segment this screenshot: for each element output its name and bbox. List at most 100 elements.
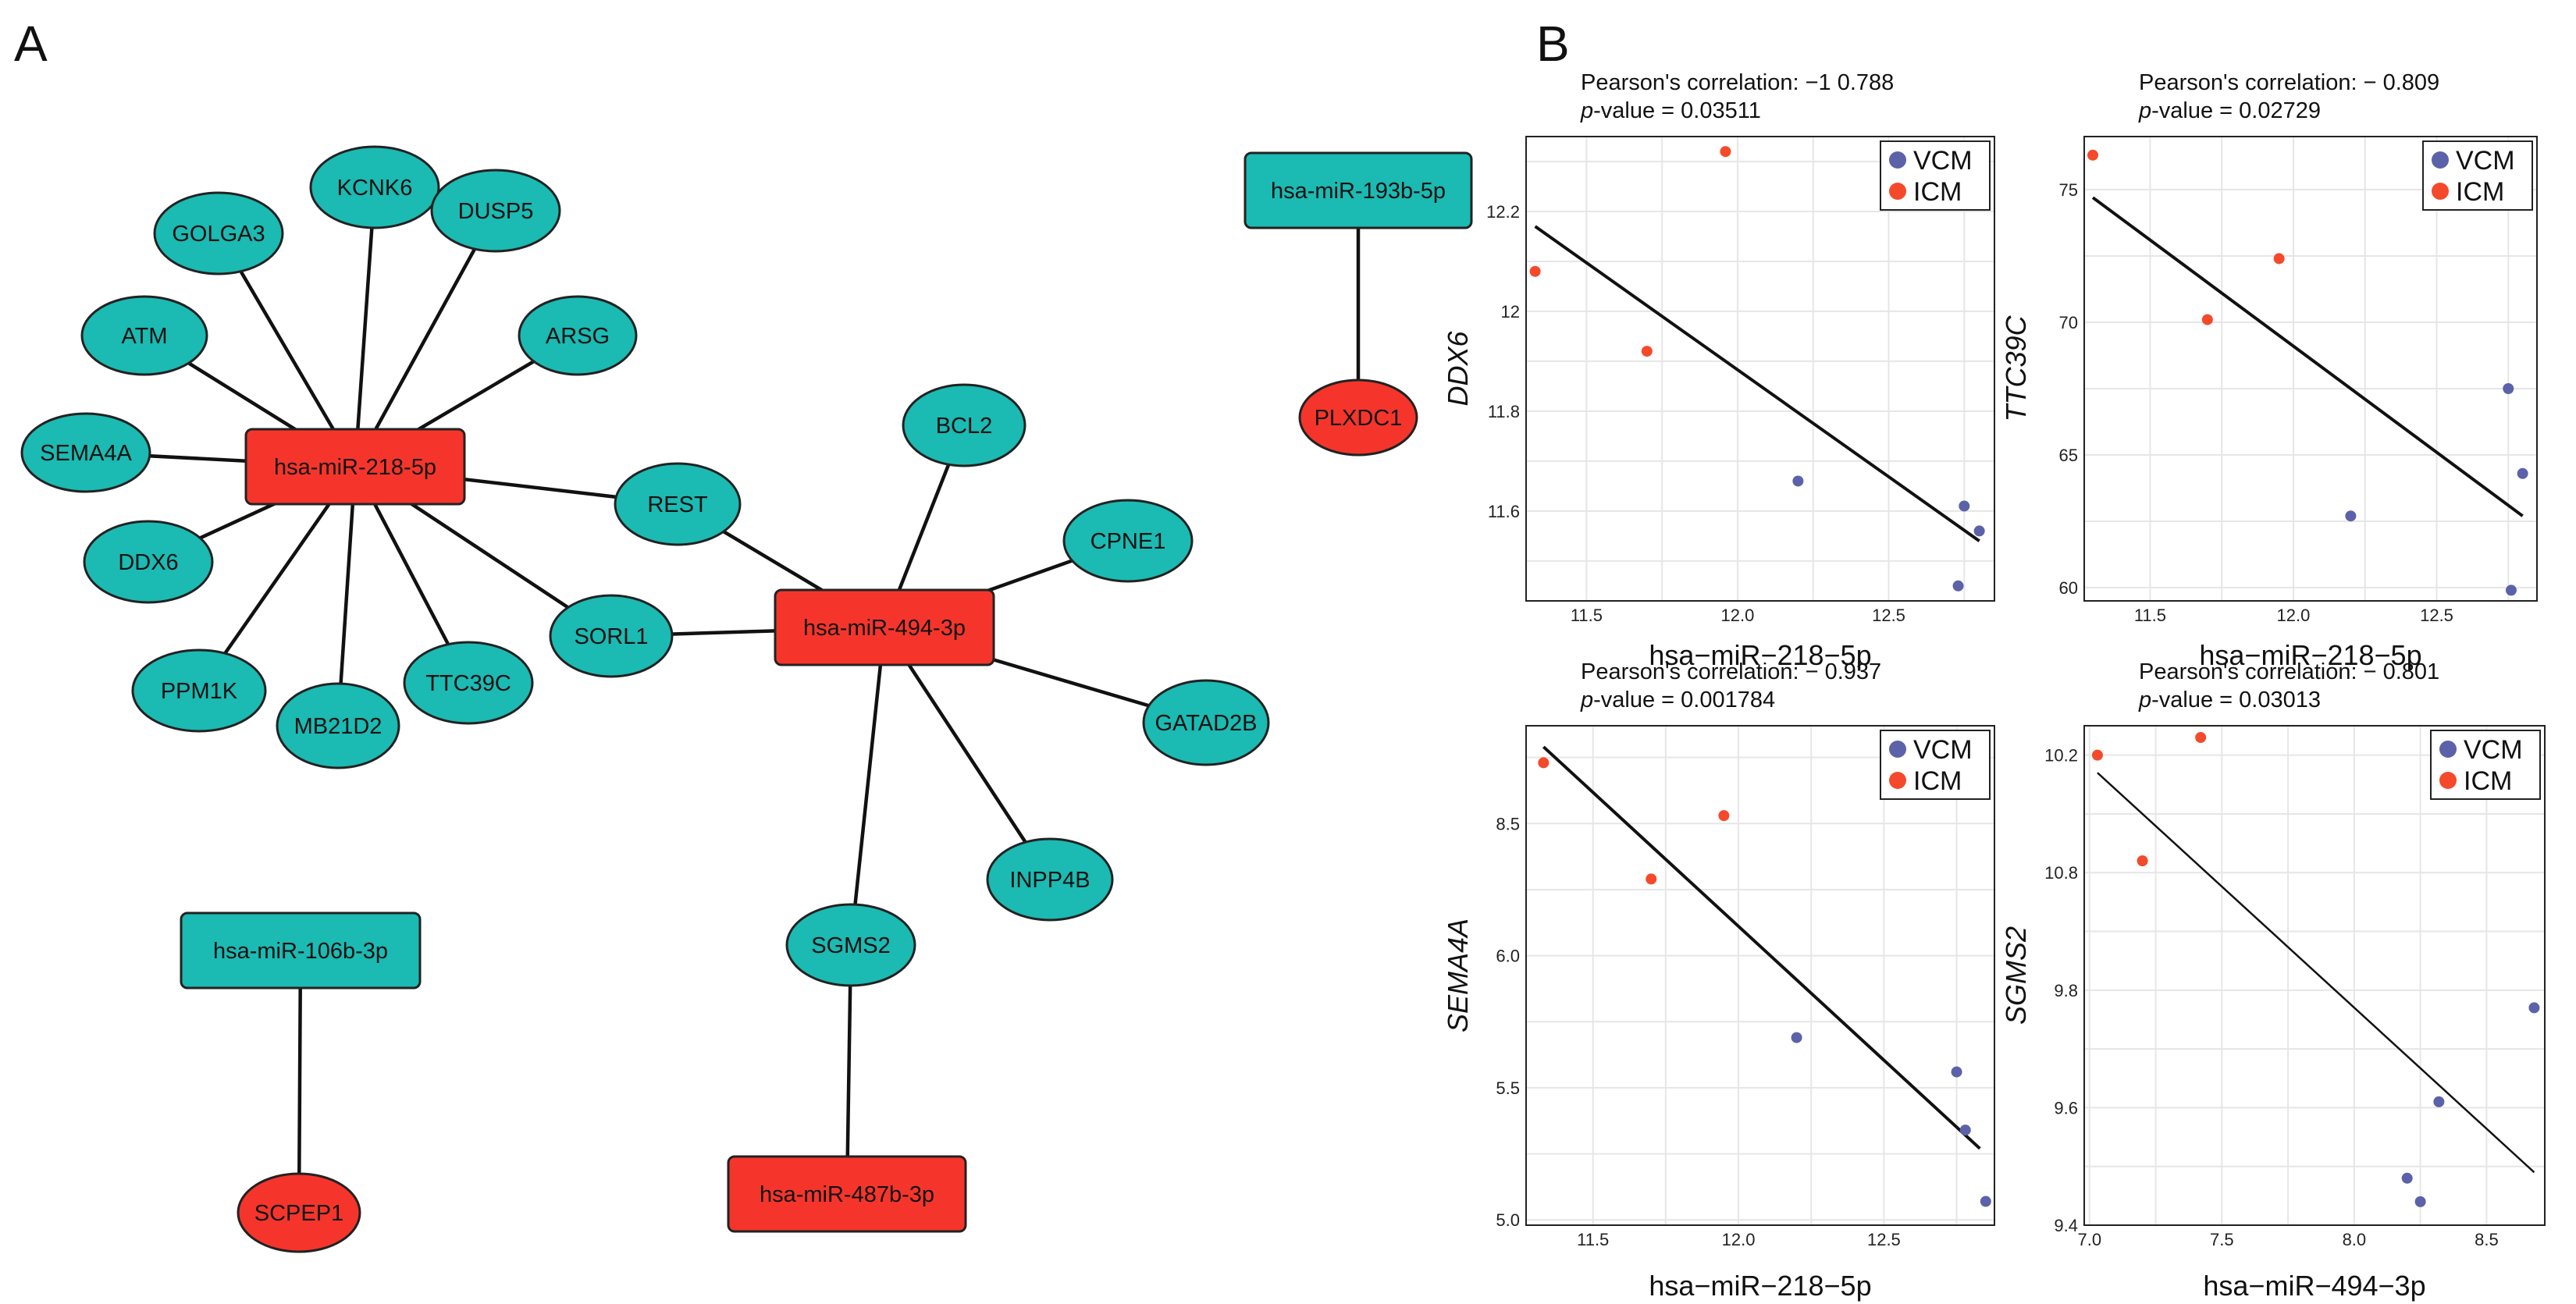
node-golga3[interactable]: GOLGA3 [153,191,284,275]
node-atm[interactable]: ATM [80,295,208,376]
node-shape [83,520,214,604]
edge-mir494-sgms2 [849,627,887,946]
node-label: TTC39C [425,671,511,696]
p-value-stat: p-value = 0.001784 [1580,688,1775,712]
node-mir218[interactable]: hsa-miR-218-5p [244,428,466,506]
node-plxdc1[interactable]: PLXDC1 [1298,378,1418,457]
node-inpp4b[interactable]: INPP4B [986,837,1114,922]
x-tick-label: 11.5 [1571,606,1603,625]
p-value-stat: p-value = 0.03511 [1580,98,1761,123]
node-shape [237,1172,361,1253]
regression-line [1542,745,1981,1150]
node-label: REST [647,492,708,517]
node-mir494[interactable]: hsa-miR-494-3p [774,588,995,666]
legend-label-vcm: VCM [2464,735,2523,765]
p-value-symbol: p [1580,98,1593,123]
scatter-plot-2: Pearson's correlation: − 0.809 p-value = … [2000,70,2538,671]
node-mir487b[interactable]: hsa-miR-487b-3p [727,1155,967,1233]
node-shape [153,191,284,275]
data-point-icm [2091,749,2103,761]
scatter-plot-3: Pearson's correlation: − 0.937 p-value = … [1442,659,1995,1302]
node-rest[interactable]: REST [614,462,742,546]
y-tick-label: 11.8 [1488,402,1520,421]
y-tick-label: 70 [2059,313,2078,332]
p-value-stat: p-value = 0.02729 [2138,98,2321,123]
x-tick-label: 12.5 [1867,1230,1901,1249]
node-ttc39c[interactable]: TTC39C [403,641,534,725]
node-dusp5[interactable]: DUSP5 [430,169,561,253]
node-shape [614,462,742,546]
y-tick-label: 5.0 [1496,1210,1520,1230]
scatter-plot-4: Pearson's correlation: − 0.801 p-value = … [2000,659,2546,1302]
edge-mir106b-scpep1 [297,950,303,1213]
p-value-text: -value = 0.02729 [2151,98,2321,123]
node-mir106b[interactable]: hsa-miR-106b-3p [180,911,422,990]
y-axis-label: DDX6 [1442,331,1474,407]
legend-marker-icm [1889,772,1906,789]
data-point-icm [1529,265,1541,277]
legend-label-vcm: VCM [2456,146,2515,176]
node-kcnk6[interactable]: KCNK6 [309,145,440,229]
data-point-vcm [1952,580,1964,592]
node-sema4a[interactable]: SEMA4A [20,412,151,493]
node-bcl2[interactable]: BCL2 [902,383,1026,467]
y-tick-label: 11.6 [1488,502,1520,521]
node-shape [430,169,561,253]
y-tick-label: 12.2 [1486,202,1520,222]
node-arsg[interactable]: ARSG [518,295,638,376]
p-value-text: -value = 0.03511 [1593,98,1761,123]
node-label: GATAD2B [1155,711,1257,736]
panel-label-b: B [1536,16,1570,72]
y-tick-label: 12 [1501,302,1520,322]
node-label: DUSP5 [458,199,534,224]
x-tick-label: 7.5 [2210,1230,2234,1249]
node-shape [1298,378,1418,457]
data-point-icm [2201,314,2213,325]
node-label: PLXDC1 [1315,406,1403,431]
node-sgms2[interactable]: SGMS2 [785,903,916,987]
node-shape [20,412,151,493]
data-point-icm [1720,146,1731,158]
legend-label-vcm: VCM [1913,735,1973,765]
data-point-vcm [2433,1096,2445,1107]
x-tick-label: 8.0 [2343,1230,2367,1249]
x-axis-label: hsa−miR−218−5p [1649,639,1871,671]
correlation-stat: Pearson's correlation: − 0.801 [2139,659,2439,684]
data-point-icm [1538,757,1550,769]
y-tick-label: 65 [2059,446,2078,465]
y-tick-label: 75 [2059,180,2078,200]
node-sorl1[interactable]: SORL1 [549,594,674,678]
p-value-stat: p-value = 0.03013 [2138,688,2321,712]
edge-mir218-dusp5 [354,209,497,468]
node-label: PPM1K [161,679,238,704]
node-cpne1[interactable]: CPNE1 [1062,499,1194,583]
node-ddx6[interactable]: DDX6 [83,520,214,604]
node-shape [80,295,208,376]
node-ppm1k[interactable]: PPM1K [131,648,267,733]
data-point-vcm [2401,1172,2413,1184]
y-tick-label: 6.0 [1496,947,1520,966]
node-mir193b[interactable]: hsa-miR-193b-5p [1244,151,1473,229]
y-tick-label: 10.8 [2044,863,2078,883]
node-shape [1244,151,1473,229]
data-point-icm [2195,732,2207,744]
node-label: KCNK6 [337,176,413,201]
interaction-network: hsa-miR-218-5p hsa-miR-494-3p hsa-miR-487b… [20,145,1473,1253]
node-mb21d2[interactable]: MB21D2 [276,682,400,769]
network-nodes: hsa-miR-218-5p hsa-miR-494-3p hsa-miR-487b… [20,145,1473,1253]
node-gatad2b[interactable]: GATAD2B [1142,679,1270,766]
node-label: DDX6 [118,550,178,575]
data-point-icm [1646,873,1657,885]
legend-marker-vcm [2439,741,2457,758]
p-value-text: -value = 0.03013 [2151,688,2321,712]
data-point-vcm [1791,1032,1802,1043]
data-point-vcm [1792,475,1804,487]
node-shape [518,295,638,376]
node-scpep1[interactable]: SCPEP1 [237,1172,361,1253]
node-label: GOLGA3 [172,222,265,247]
legend-label-icm: ICM [1913,766,1962,796]
node-shape [276,682,400,769]
y-axis-label: SGMS2 [2000,926,2032,1025]
y-tick-label: 9.8 [2054,981,2078,1000]
